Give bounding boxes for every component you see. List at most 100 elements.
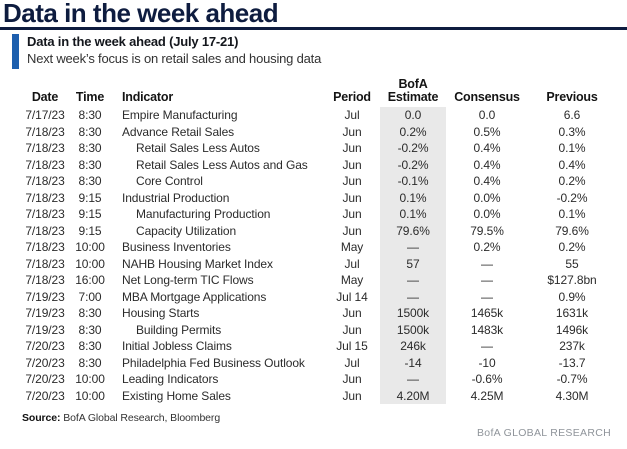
- callout-text: Data in the week ahead (July 17-21) Next…: [27, 34, 321, 69]
- cell-period: Jun: [342, 223, 362, 238]
- cell-previous: -0.7%: [556, 372, 588, 386]
- cell-time: 7:00: [78, 289, 102, 304]
- cell-consensus: 0.4%: [473, 141, 501, 155]
- cell-indicator: Philadelphia Fed Business Outlook: [122, 355, 305, 370]
- cell-date: 7/18/23: [25, 157, 65, 172]
- cell-bofa-estimate: —: [380, 371, 446, 388]
- cell-time: 9:15: [78, 223, 102, 238]
- cell-date: 7/19/23: [25, 306, 65, 320]
- cell-bofa-estimate: 0.1%: [380, 189, 446, 206]
- table-row: 7/18/23 8:30 Advance Retail Sales Jun 0.…: [20, 123, 616, 140]
- cell-date: 7/19/23: [25, 322, 65, 337]
- cell-period: Jul: [344, 108, 360, 122]
- table-row: 7/20/23 10:00 Leading Indicators Jun — -…: [20, 371, 616, 388]
- cell-time: 8:30: [78, 339, 102, 353]
- column-header-period: Period: [333, 90, 371, 104]
- brand-footer: BofA GLOBAL RESEARCH: [477, 427, 611, 439]
- cell-time: 10:00: [75, 240, 105, 254]
- cell-consensus: 0.0%: [473, 207, 501, 221]
- page-title: Data in the week ahead: [3, 0, 279, 28]
- cell-time: 10:00: [75, 372, 105, 386]
- cell-date: 7/18/23: [25, 240, 65, 254]
- table-row: 7/18/23 9:15 Manufacturing Production Ju…: [20, 206, 616, 223]
- table-row: 7/20/23 10:00 Existing Home Sales Jun 4.…: [20, 387, 616, 404]
- cell-bofa-estimate: 246k: [380, 338, 446, 355]
- cell-indicator: Manufacturing Production: [136, 207, 271, 221]
- table-row: 7/18/23 9:15 Capacity Utilization Jun 79…: [20, 222, 616, 239]
- cell-bofa-estimate: -0.1%: [380, 173, 446, 190]
- cell-period: Jun: [342, 372, 362, 386]
- cell-indicator: Industrial Production: [122, 190, 230, 205]
- cell-consensus: 79.5%: [470, 223, 504, 238]
- cell-time: 8:30: [78, 322, 102, 337]
- column-header-estimate-line2: Estimate: [387, 90, 439, 104]
- column-header-date: Date: [31, 90, 59, 104]
- cell-date: 7/18/23: [25, 256, 65, 271]
- cell-indicator: Building Permits: [136, 322, 222, 337]
- cell-consensus: —: [481, 273, 493, 287]
- cell-consensus: 1483k: [470, 322, 504, 337]
- cell-previous: 0.1%: [558, 207, 586, 221]
- table-row: 7/19/23 8:30 Housing Starts Jun 1500k 14…: [20, 305, 616, 322]
- blue-accent-bar: [12, 34, 19, 69]
- cell-indicator: MBA Mortgage Applications: [122, 289, 267, 304]
- column-header-indicator: Indicator: [122, 90, 173, 104]
- table-row: 7/18/23 8:30 Retail Sales Less Autos and…: [20, 156, 616, 173]
- cell-indicator: Initial Jobless Claims: [122, 339, 232, 353]
- cell-period: Jul: [344, 256, 360, 271]
- cell-time: 8:30: [78, 157, 102, 172]
- table-row: 7/18/23 10:00 NAHB Housing Market Index …: [20, 255, 616, 272]
- column-header-bofa-estimate: BofA Estimate: [380, 78, 446, 107]
- cell-bofa-estimate: —: [380, 239, 446, 256]
- table-row: 7/17/23 8:30 Empire Manufacturing Jul 0.…: [20, 107, 616, 124]
- cell-period: Jul: [344, 355, 360, 370]
- cell-date: 7/18/23: [25, 223, 65, 238]
- cell-bofa-estimate: 79.6%: [380, 222, 446, 239]
- cell-indicator: Advance Retail Sales: [122, 124, 235, 139]
- cell-indicator: Retail Sales Less Autos and Gas: [136, 157, 308, 172]
- cell-period: Jun: [342, 174, 362, 188]
- table-row: 7/20/23 8:30 Initial Jobless Claims Jul …: [20, 338, 616, 355]
- cell-consensus: 0.2%: [473, 240, 501, 254]
- cell-bofa-estimate: -0.2%: [380, 140, 446, 157]
- cell-bofa-estimate: 0.2%: [380, 123, 446, 140]
- cell-date: 7/18/23: [25, 124, 65, 139]
- cell-consensus: -10: [478, 355, 496, 370]
- cell-previous: 0.2%: [558, 240, 586, 254]
- cell-bofa-estimate: 0.0: [380, 107, 446, 124]
- callout-title: Data in the week ahead (July 17-21): [27, 34, 239, 49]
- cell-date: 7/20/23: [25, 388, 65, 403]
- cell-previous: 1631k: [555, 306, 589, 320]
- cell-bofa-estimate: 4.20M: [380, 387, 446, 404]
- callout-block: Data in the week ahead (July 17-21) Next…: [12, 34, 627, 69]
- table-row: 7/18/23 10:00 Business Inventories May —…: [20, 239, 616, 256]
- callout-subtitle: Next week’s focus is on retail sales and…: [27, 51, 322, 66]
- cell-time: 8:30: [78, 108, 102, 122]
- table-header: Date Time Indicator Period BofA Estimate …: [20, 78, 616, 107]
- cell-period: Jul 14: [336, 289, 368, 304]
- cell-date: 7/20/23: [25, 339, 65, 353]
- cell-date: 7/19/23: [25, 289, 65, 304]
- cell-bofa-estimate: 0.1%: [380, 206, 446, 223]
- cell-time: 9:15: [78, 207, 102, 221]
- cell-previous: 237k: [559, 339, 585, 353]
- cell-date: 7/18/23: [25, 273, 65, 287]
- cell-previous: 0.9%: [558, 289, 586, 304]
- cell-time: 16:00: [75, 273, 105, 287]
- cell-consensus: -0.6%: [471, 372, 503, 386]
- cell-time: 8:30: [78, 174, 102, 188]
- cell-time: 10:00: [75, 256, 105, 271]
- cell-time: 10:00: [75, 388, 105, 403]
- cell-time: 8:30: [78, 124, 102, 139]
- table-row: 7/18/23 8:30 Core Control Jun -0.1% 0.4%…: [20, 173, 616, 190]
- table-row: 7/19/23 7:00 MBA Mortgage Applications J…: [20, 288, 616, 305]
- cell-previous: 1496k: [555, 322, 589, 337]
- cell-indicator: Leading Indicators: [122, 372, 219, 386]
- cell-previous: 0.2%: [558, 174, 586, 188]
- cell-previous: 0.3%: [558, 124, 586, 139]
- cell-time: 9:15: [78, 190, 102, 205]
- cell-previous: 0.1%: [558, 141, 586, 155]
- cell-time: 8:30: [78, 306, 102, 320]
- cell-indicator: Existing Home Sales: [122, 388, 231, 403]
- cell-indicator: Retail Sales Less Autos: [136, 141, 260, 155]
